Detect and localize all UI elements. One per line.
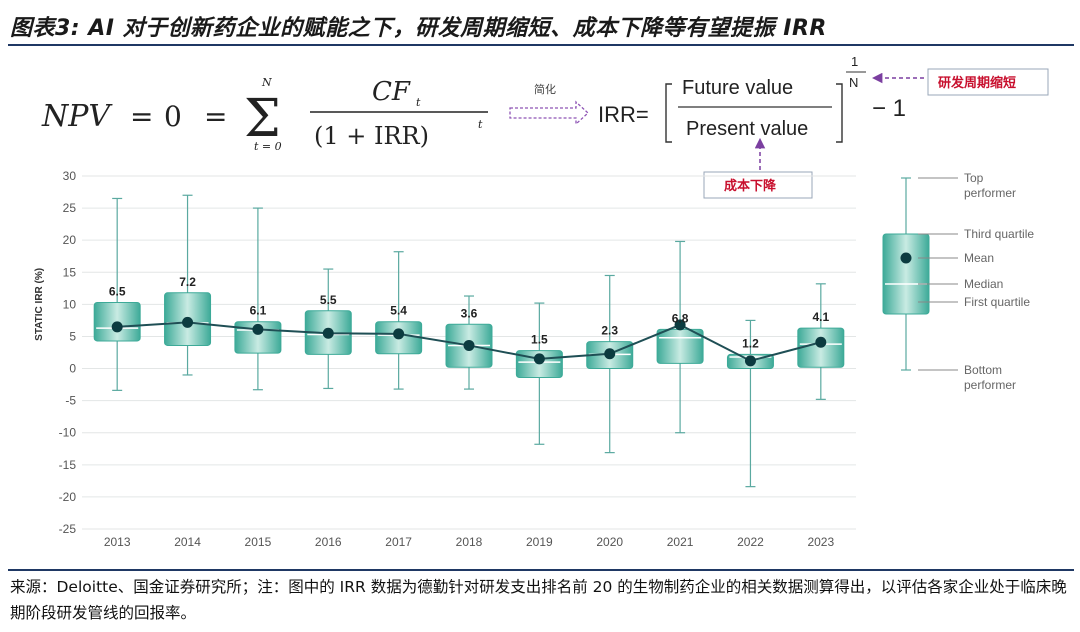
legend-label: Bottom performer [964,363,1016,392]
sigma-glyph: Σ [244,89,281,149]
y-tick-label: -5 [65,394,76,408]
legend-label: Top performer [964,171,1016,200]
left-bracket [665,83,672,143]
mean-point [463,339,475,351]
y-tick-label: 25 [63,201,77,215]
box [656,328,704,364]
source-note: 来源：Deloitte、国金证券研究所；注：图中的 IRR 数据为德勤针对研发支… [10,578,1067,622]
mean-point [674,319,686,331]
formula-npv: NPV [41,99,113,134]
y-tick-label: 20 [63,233,77,247]
formula-equals-1: = [130,100,153,133]
x-tick-label: 2014 [174,535,201,549]
x-tick-label: 2021 [667,535,694,549]
mean-line: 6.5 7.2 6.1 5.5 5.4 3.6 1.5 2.3 6.8 1.2 4.1 [109,275,829,367]
y-axis: 30 25 20 15 10 5 0 -5 -10 -15 -20 -25 [59,169,77,536]
minus-one: − 1 [872,95,906,122]
irr-prefix: IRR= [598,102,649,127]
x-tick-label: 2013 [104,535,131,549]
legend-label: First quartile [964,295,1030,309]
y-tick-label: 15 [63,265,77,279]
mean-point [182,316,194,328]
exponent-numerator: 1 [851,54,858,69]
mean-point [815,336,827,348]
formula-denominator-sup: t [478,118,483,131]
simplify-arrow [509,100,589,126]
cost-annotation: 成本下降 [724,178,777,194]
x-tick-label: 2017 [385,535,412,549]
y-tick-label: -25 [59,522,77,536]
mean-point [744,355,756,367]
x-tick-label: 2016 [315,535,342,549]
data-label: 7.2 [179,275,196,289]
data-label: 6.1 [250,304,267,318]
right-bracket [836,83,843,143]
x-tick-label: 2015 [245,535,272,549]
mean-point [322,327,334,339]
x-axis: 2013 2014 2015 2016 2017 2018 2019 2020 2021 2022… [104,535,835,549]
mean-point [604,348,616,360]
y-tick-label: -10 [59,426,77,440]
formula-numerator: CF [372,77,411,107]
title-divider [8,44,1074,46]
data-label: 3.6 [461,306,478,320]
x-tick-label: 2023 [807,535,834,549]
data-label: 4.1 [812,310,829,324]
title-bar: 图表3: AI 对于创新药企业的赋能之下，研发周期缩短、成本下降等有望提振 IR… [8,4,1074,46]
formula-sum-lower: t = 0 [254,140,282,153]
data-label: 5.5 [320,293,337,307]
page-title: 图表3: AI 对于创新药企业的赋能之下，研发周期缩短、成本下降等有望提振 IR… [10,16,827,41]
mean-point [111,321,123,333]
formula-numerator-sub: t [416,96,421,109]
chart-figure: NPV = 0 = N Σ t = 0 CF t (1 + IRR) t 简化 … [34,54,1049,549]
x-tick-label: 2022 [737,535,764,549]
y-tick-label: -20 [59,490,77,504]
y-tick-label: 10 [63,297,77,311]
formula-denominator: (1 + IRR) [314,122,429,150]
y-tick-label: -15 [59,458,77,472]
data-label: 5.4 [390,304,407,318]
y-tick-label: 30 [63,169,77,183]
formula-equals-2: = [204,100,227,133]
x-tick-label: 2018 [456,535,483,549]
mean-point [252,323,264,335]
y-axis-label: STATIC IRR (%) [34,268,45,341]
x-tick-label: 2020 [596,535,623,549]
data-label: 6.8 [672,311,689,325]
x-tick-label: 2019 [526,535,553,549]
cycle-annotation: 研发周期缩短 [938,75,1016,91]
simplify-label: 简化 [534,82,556,96]
present-value: Present value [686,118,808,140]
data-label: 1.2 [742,336,759,350]
legend-label: Mean [964,251,994,265]
mean-point [533,353,545,365]
legend-label: Median [964,277,1003,291]
formula-sum-upper: N [261,76,272,89]
legend-label: Third quartile [964,227,1034,241]
mean-point [393,328,405,340]
cycle-annotation-box [927,68,1049,96]
footer-divider [8,569,1074,571]
legend-box [882,233,930,315]
y-tick-label: 0 [69,362,76,376]
y-tick-label: 5 [69,329,76,343]
future-value: Future value [682,77,793,99]
formula-zero: 0 [164,100,182,133]
data-label: 1.5 [531,333,548,347]
legend: Top performer Third quartile Mean Median Firs… [882,171,1034,392]
exponent-denominator: N [849,75,858,90]
data-label: 2.3 [601,324,618,338]
npv-formula: NPV = 0 = N Σ t = 0 CF t (1 + IRR) t 简化 … [41,54,1049,199]
data-label: 6.5 [109,284,126,298]
legend-mean-point [900,252,912,264]
